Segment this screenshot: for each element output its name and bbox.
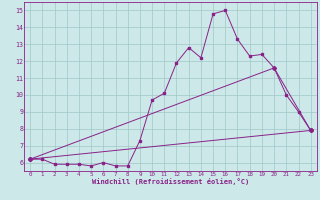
X-axis label: Windchill (Refroidissement éolien,°C): Windchill (Refroidissement éolien,°C) [92, 178, 249, 185]
